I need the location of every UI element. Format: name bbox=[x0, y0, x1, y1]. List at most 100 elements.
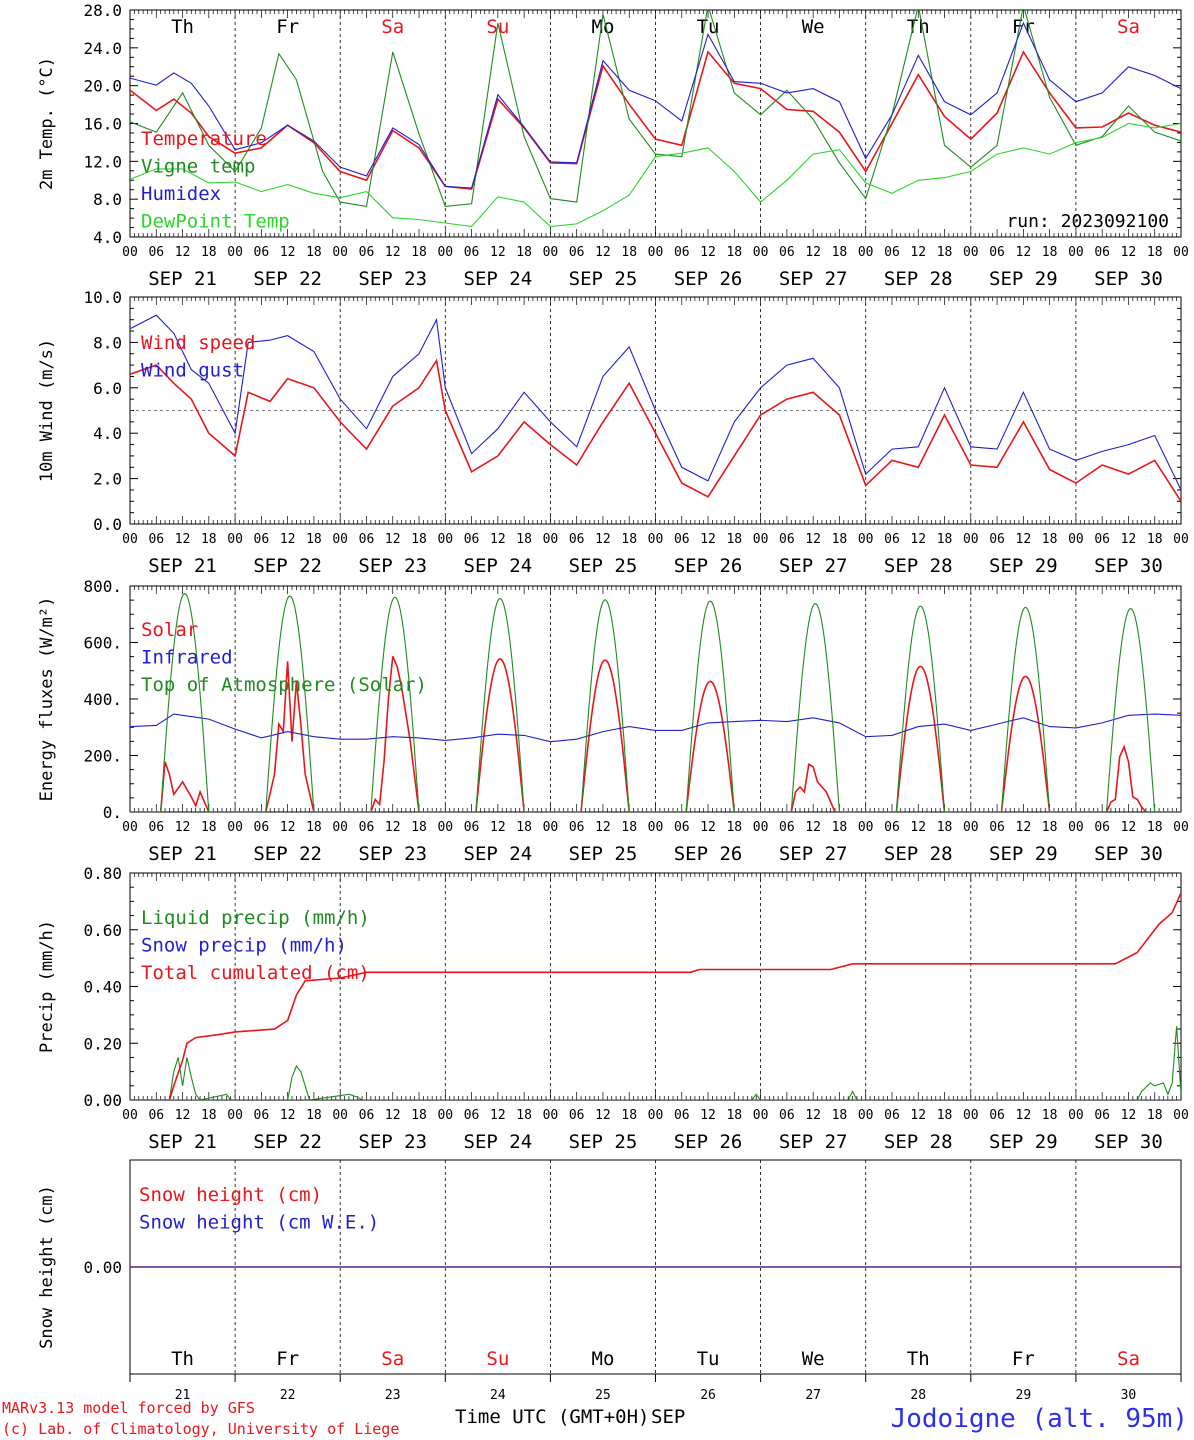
x-hour-label: 18 bbox=[516, 532, 532, 547]
x-day-number: 26 bbox=[700, 1388, 716, 1403]
x-hour-label: 18 bbox=[832, 1108, 848, 1123]
x-hour-label: 12 bbox=[595, 1108, 611, 1123]
x-hour-label: 18 bbox=[306, 820, 322, 835]
x-hour-label: 06 bbox=[674, 532, 690, 547]
x-hour-label: 18 bbox=[621, 1108, 637, 1123]
x-hour-label: 18 bbox=[621, 245, 637, 260]
x-hour-label: 00 bbox=[753, 820, 769, 835]
x-date-label: SEP 29 bbox=[989, 555, 1058, 577]
x-date-label: SEP 26 bbox=[674, 268, 743, 290]
y-axis-label: Energy fluxes (W/m²) bbox=[37, 597, 57, 802]
x-hour-label: 12 bbox=[700, 820, 716, 835]
x-date-label: SEP 30 bbox=[1094, 268, 1163, 290]
series-group bbox=[130, 10, 1181, 228]
x-axis-overprint: SEP bbox=[651, 1406, 685, 1428]
x-hour-label: 00 bbox=[543, 820, 559, 835]
x-hour-label: 12 bbox=[280, 1108, 296, 1123]
x-hour-label: 12 bbox=[1121, 820, 1137, 835]
series-wind-speed bbox=[130, 358, 1181, 502]
x-hour-label: 06 bbox=[779, 532, 795, 547]
x-hour-label: 06 bbox=[884, 532, 900, 547]
weekday-label: We bbox=[802, 1348, 825, 1370]
x-hour-label: 18 bbox=[1042, 532, 1058, 547]
x-hour-label: 06 bbox=[148, 820, 164, 835]
series-group bbox=[130, 592, 1181, 812]
x-hour-label: 00 bbox=[1173, 245, 1189, 260]
y-tick-label: 16.0 bbox=[83, 115, 122, 134]
x-hour-label: 00 bbox=[648, 532, 664, 547]
x-date-label: SEP 21 bbox=[148, 843, 217, 865]
x-hour-label: 18 bbox=[201, 1108, 217, 1123]
y-axis-label: 10m Wind (m/s) bbox=[37, 339, 57, 482]
x-hour-label: 12 bbox=[1016, 820, 1032, 835]
x-hour-label: 18 bbox=[306, 245, 322, 260]
x-hour-label: 06 bbox=[464, 1108, 480, 1123]
x-hour-label: 18 bbox=[1147, 245, 1163, 260]
y-tick-label: 8.0 bbox=[93, 190, 122, 209]
x-date-label: SEP 22 bbox=[253, 1131, 322, 1153]
x-hour-label: 18 bbox=[516, 820, 532, 835]
x-hour-label: 00 bbox=[858, 1108, 874, 1123]
x-day-number: 23 bbox=[385, 1388, 401, 1403]
weekday-label: Th bbox=[907, 1348, 930, 1370]
x-hour-label: 06 bbox=[1094, 820, 1110, 835]
x-hour-label: 00 bbox=[1068, 1108, 1084, 1123]
x-hour-label: 12 bbox=[700, 245, 716, 260]
series-group bbox=[130, 892, 1181, 1100]
x-hour-label: 12 bbox=[805, 532, 821, 547]
weekday-label: Th bbox=[171, 1348, 194, 1370]
x-hour-label: 00 bbox=[1068, 820, 1084, 835]
x-hour-label: 00 bbox=[963, 245, 979, 260]
copyright-credit: (c) Lab. of Climatology, University of L… bbox=[2, 1420, 399, 1438]
x-date-label: SEP 25 bbox=[569, 843, 638, 865]
x-hour-label: 00 bbox=[963, 532, 979, 547]
weekday-label: Tu bbox=[697, 16, 720, 38]
x-hour-label: 18 bbox=[1042, 1108, 1058, 1123]
x-hour-label: 12 bbox=[595, 245, 611, 260]
series-liquid-precip-mm-h bbox=[130, 1026, 1181, 1100]
x-hour-label: 12 bbox=[490, 1108, 506, 1123]
x-day-number: 22 bbox=[280, 1388, 296, 1403]
x-hour-label: 06 bbox=[464, 820, 480, 835]
x-date-label: SEP 23 bbox=[358, 1131, 427, 1153]
x-hour-label: 00 bbox=[332, 532, 348, 547]
x-date-label: SEP 27 bbox=[779, 268, 848, 290]
weekday-label: Fr bbox=[1012, 1348, 1035, 1370]
x-hour-label: 12 bbox=[700, 532, 716, 547]
x-hour-label: 00 bbox=[963, 1108, 979, 1123]
x-hour-label: 18 bbox=[726, 1108, 742, 1123]
location-title: Jodoigne (alt. 95m) bbox=[891, 1404, 1188, 1434]
x-hour-label: 00 bbox=[332, 245, 348, 260]
x-hour-label: 18 bbox=[1042, 245, 1058, 260]
x-date-label: SEP 24 bbox=[464, 268, 533, 290]
x-hour-label: 18 bbox=[516, 245, 532, 260]
weekday-label: Fr bbox=[1012, 16, 1035, 38]
x-date-label: SEP 25 bbox=[569, 268, 638, 290]
x-hour-label: 00 bbox=[437, 532, 453, 547]
x-date-label: SEP 26 bbox=[674, 843, 743, 865]
weekday-label: Th bbox=[907, 16, 930, 38]
x-day-number: 30 bbox=[1121, 1388, 1137, 1403]
x-date-label: SEP 27 bbox=[779, 555, 848, 577]
x-date-label: SEP 21 bbox=[148, 268, 217, 290]
weekday-label: Fr bbox=[276, 16, 299, 38]
y-tick-label: 8.0 bbox=[93, 333, 122, 352]
x-date-label: SEP 21 bbox=[148, 555, 217, 577]
panel-precip: 0.00 0.20 0.40 0.60 0.80 Precip (mm/h) 00 06 12 1… bbox=[37, 864, 1189, 1153]
y-tick-label: 10.0 bbox=[83, 288, 122, 307]
weekday-label: Sa bbox=[1117, 16, 1140, 38]
y-tick-label: 0.80 bbox=[83, 864, 122, 883]
x-hour-label: 18 bbox=[937, 820, 953, 835]
legend-entry: Snow height (cm) bbox=[139, 1184, 322, 1206]
y-axis-label: Snow height (cm) bbox=[37, 1185, 57, 1349]
x-date-label: SEP 29 bbox=[989, 268, 1058, 290]
x-hour-label: 00 bbox=[122, 245, 138, 260]
x-hour-label: 00 bbox=[858, 820, 874, 835]
x-hour-label: 00 bbox=[858, 532, 874, 547]
x-hour-label: 00 bbox=[227, 1108, 243, 1123]
panel-wind: 0.0 2.0 4.0 6.0 8.0 10.0 10m Wind (m/s) 00 06 12 1… bbox=[37, 288, 1189, 577]
x-hour-label: 06 bbox=[1094, 1108, 1110, 1123]
x-hour-label: 00 bbox=[753, 1108, 769, 1123]
x-day-number: 28 bbox=[910, 1388, 926, 1403]
